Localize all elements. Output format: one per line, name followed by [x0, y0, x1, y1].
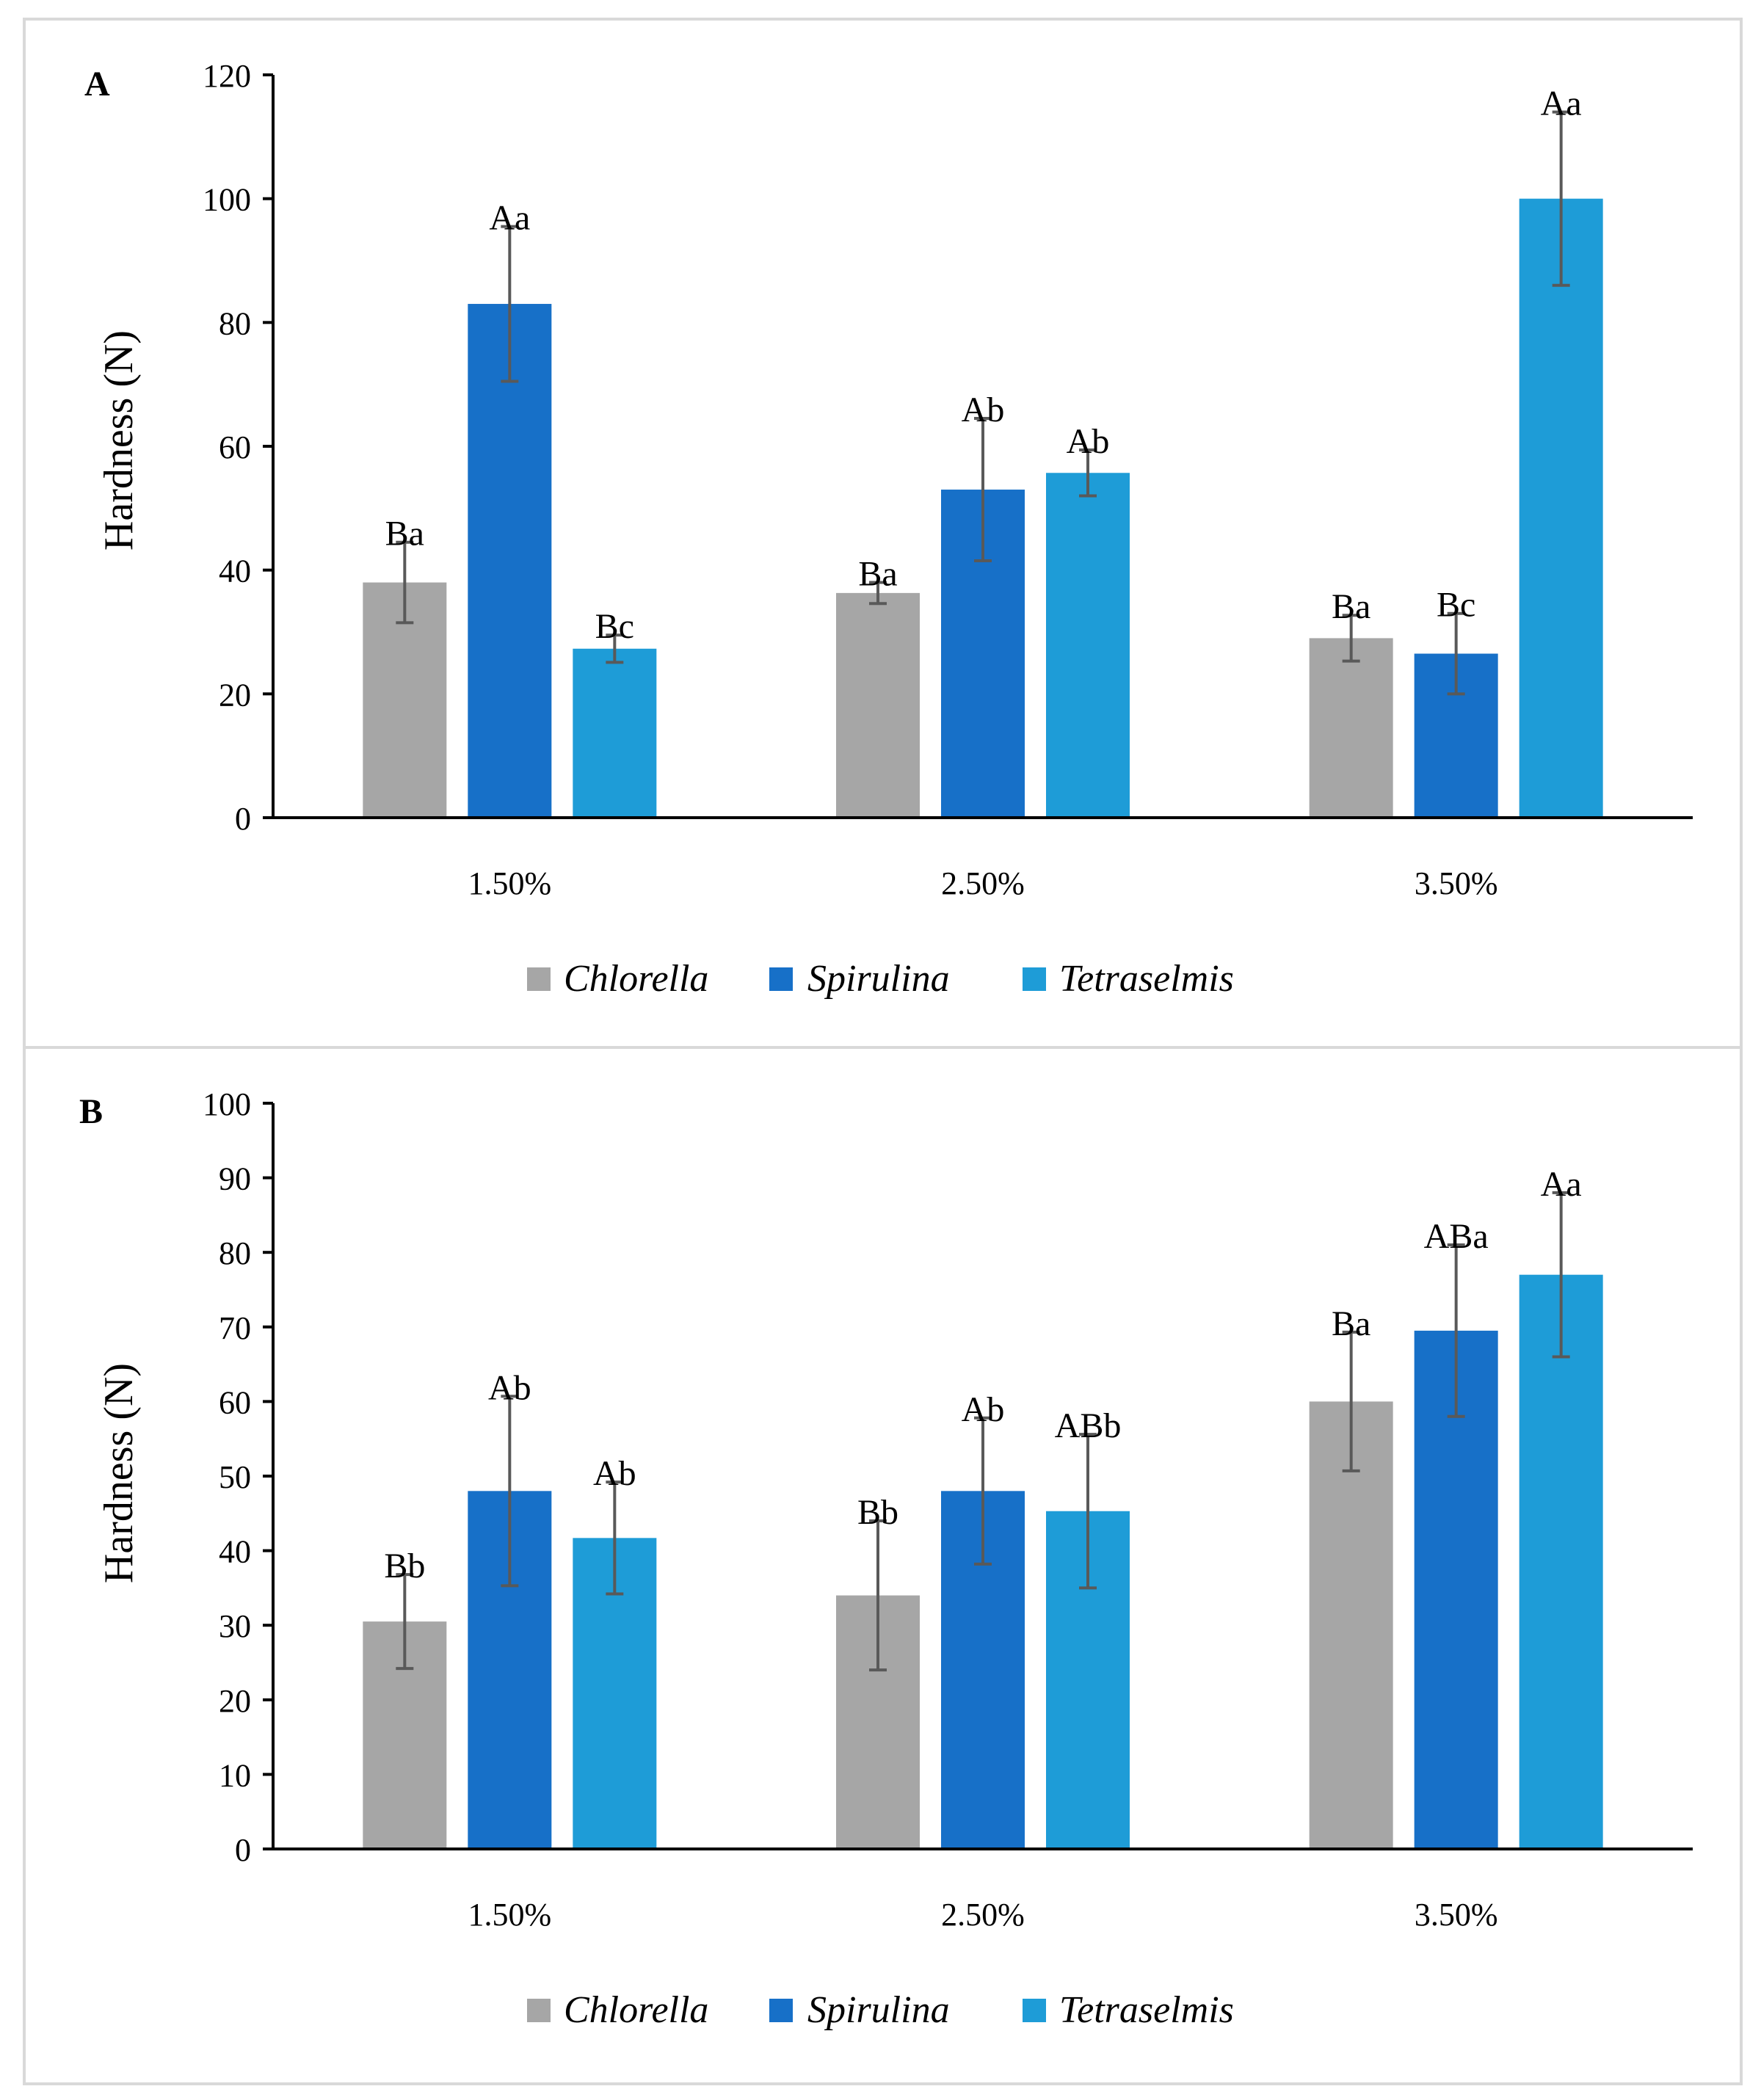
y-tick-label: 30	[219, 1608, 251, 1644]
x-category-label: 1.50%	[468, 865, 552, 901]
significance-label: Bb	[857, 1493, 898, 1532]
y-tick-label: 0	[235, 1832, 251, 1868]
significance-label: Aa	[1541, 1165, 1582, 1204]
significance-label: ABb	[1055, 1406, 1122, 1445]
legend-swatch-chlorella	[527, 1999, 551, 2022]
legend-swatch-tetraselmis	[1023, 1999, 1046, 2022]
y-tick-label: 60	[219, 1384, 251, 1420]
legend-label-tetraselmis: Tetraselmis	[1059, 1989, 1234, 2031]
panel-b-legend: Chlorella Spirulina Tetraselmis	[527, 1989, 1234, 2031]
panel-b-y-axis-title: Hardness (N)	[96, 1363, 142, 1583]
significance-label: Ab	[593, 1454, 636, 1493]
y-tick-label: 40	[219, 1534, 251, 1570]
legend-label-tetraselmis: Tetraselmis	[1059, 958, 1234, 1000]
significance-label: Bc	[1437, 586, 1475, 625]
significance-label: Ba	[1332, 1304, 1370, 1343]
y-tick-label: 10	[219, 1757, 251, 1793]
significance-label: Aa	[489, 199, 530, 238]
y-tick-label: 80	[219, 1235, 251, 1271]
panel-a-y-axis-title: Hardness (N)	[96, 330, 142, 551]
legend-swatch-spirulina	[769, 967, 793, 991]
significance-label: Bb	[384, 1547, 425, 1585]
x-category-label: 2.50%	[941, 865, 1025, 901]
y-tick-label: 50	[219, 1459, 251, 1495]
panel-b-frame	[23, 1046, 1743, 2085]
y-tick-label: 60	[219, 429, 251, 465]
legend-label-spirulina: Spirulina	[807, 1989, 950, 2031]
panel-b-chart: 0 10 20 30 40 50 60 70 80 90 100 Bb Ab Ab 1.50% Bb Ab ABb…	[203, 1086, 1693, 1933]
y-tick-label: 40	[219, 553, 251, 589]
y-tick-label: 20	[219, 677, 251, 713]
x-category-label: 3.50%	[1415, 865, 1498, 901]
legend-swatch-spirulina	[769, 1999, 793, 2022]
bar-tetraselmis-3-50	[1519, 1274, 1603, 1849]
legend-swatch-chlorella	[527, 967, 551, 991]
y-tick-label: 80	[219, 305, 251, 341]
panel-a-label: A	[84, 65, 110, 103]
significance-label: Ab	[962, 390, 1005, 429]
bar-chlorella-3-50	[1309, 638, 1393, 818]
panel-b-label: B	[79, 1092, 103, 1131]
y-tick-label: 120	[203, 58, 251, 94]
significance-label: Ab	[1067, 422, 1110, 461]
bar-spirulina-1-50	[468, 304, 552, 818]
panel-a-legend: Chlorella Spirulina Tetraselmis	[527, 958, 1234, 1000]
x-category-label: 2.50%	[941, 1897, 1025, 1933]
panel-a-chart: 0 20 40 60 80 100 120 Ba Aa Bc 1.50% Ba Ab Ab 2.50% Ba B…	[203, 58, 1693, 901]
bar-tetraselmis-3-50	[1519, 198, 1603, 818]
bar-tetraselmis-2-50	[1046, 473, 1130, 818]
legend-label-chlorella: Chlorella	[564, 958, 708, 1000]
significance-label: Ba	[858, 555, 897, 594]
bar-chlorella-2-50	[836, 592, 920, 818]
bar-chlorella-3-50	[1309, 1401, 1393, 1849]
significance-label: ABa	[1424, 1217, 1489, 1256]
legend-label-spirulina: Spirulina	[807, 958, 950, 1000]
y-tick-label: 70	[219, 1310, 251, 1346]
y-tick-label: 0	[235, 801, 251, 837]
bar-tetraselmis-1-50	[573, 648, 657, 818]
x-category-label: 3.50%	[1415, 1897, 1498, 1933]
significance-label: Ab	[962, 1390, 1005, 1429]
y-tick-label: 100	[203, 1086, 251, 1122]
significance-label: Ba	[385, 515, 424, 553]
legend-label-chlorella: Chlorella	[564, 1989, 708, 2031]
significance-label: Ba	[1332, 587, 1370, 626]
significance-label: Aa	[1541, 84, 1582, 123]
legend-swatch-tetraselmis	[1023, 967, 1046, 991]
y-tick-label: 90	[219, 1161, 251, 1197]
x-category-label: 1.50%	[468, 1897, 552, 1933]
significance-label: Bc	[595, 607, 634, 646]
significance-label: Ab	[488, 1368, 531, 1407]
y-tick-label: 20	[219, 1683, 251, 1719]
y-tick-label: 100	[203, 182, 251, 218]
